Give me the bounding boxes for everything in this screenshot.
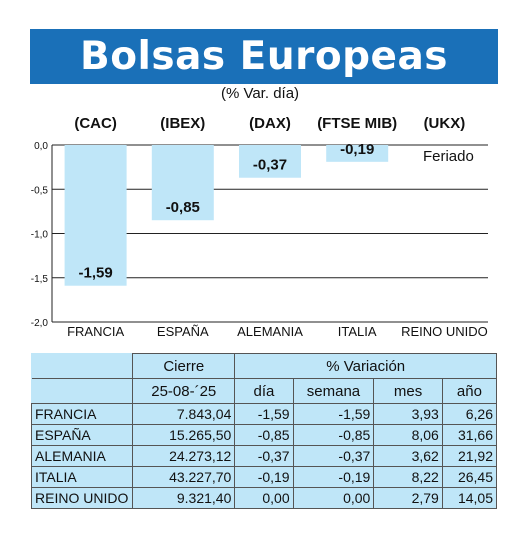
data-label: -0,37 [253, 157, 287, 174]
row-semana: -0,37 [292, 445, 375, 467]
y-tick-label: -1,0 [31, 230, 49, 241]
page-title: Bolsas Europeas [79, 34, 449, 79]
table-row: ESPAÑA 15.265,50 -0,85 -0,85 8,06 31,66 [30, 424, 498, 446]
x-tick-label: REINO UNIDO [401, 324, 488, 339]
header-mes: mes [373, 378, 443, 404]
row-semana: -0,19 [292, 466, 375, 488]
row-mes: 3,93 [373, 403, 443, 425]
row-country: ITALIA [30, 466, 134, 488]
x-tick-label: FRANCIA [67, 324, 124, 339]
header-semana: semana [292, 378, 375, 404]
row-cierre: 43.227,70 [132, 466, 236, 488]
bar-chart: 0,0 -0,5 -1,0 -1,5 -2,0 (CAC) FRANCIA -1,59 (IBE… [31, 115, 488, 339]
data-label: -1,59 [78, 265, 112, 282]
y-tick-label: -0,5 [31, 185, 49, 196]
table-row: FRANCIA 7.843,04 -1,59 -1,59 3,93 6,26 [30, 403, 498, 425]
table-subheader-row: 25-08-´25 día semana mes año [31, 378, 498, 404]
table-row: ALEMANIA 24.273,12 -0,37 -0,37 3,62 21,9… [30, 445, 498, 467]
y-tick-label: 0,0 [34, 141, 48, 152]
header-dia: día [234, 378, 294, 404]
data-table: Cierre % Variación 25-08-´25 día semana … [30, 353, 498, 509]
row-ano: 26,45 [441, 466, 498, 488]
row-ano: 31,66 [441, 424, 498, 446]
x-tick-label: ITALIA [338, 324, 377, 339]
row-cierre: 24.273,12 [132, 445, 236, 467]
row-cierre: 9.321,40 [132, 487, 236, 509]
data-label: -0,85 [166, 199, 200, 216]
y-tick-label: -1,5 [31, 274, 49, 285]
table-header-row: Cierre % Variación [31, 353, 497, 379]
row-cierre: 7.843,04 [132, 403, 236, 425]
y-tick-label: -2,0 [31, 318, 49, 329]
row-dia: -0,37 [234, 445, 294, 467]
x-tick-label: ESPAÑA [157, 324, 209, 339]
row-dia: 0,00 [234, 487, 294, 509]
bar [239, 145, 301, 178]
row-cierre: 15.265,50 [132, 424, 236, 446]
row-mes: 8,22 [373, 466, 443, 488]
row-ano: 21,92 [441, 445, 498, 467]
row-country: ESPAÑA [30, 424, 134, 446]
row-dia: -0,85 [234, 424, 294, 446]
table-row: REINO UNIDO 9.321,40 0,00 0,00 2,79 14,0… [30, 487, 498, 509]
x-tick-label: ALEMANIA [237, 324, 303, 339]
row-ano: 14,05 [441, 487, 498, 509]
header-date: 25-08-´25 [132, 378, 236, 404]
row-country: REINO UNIDO [30, 487, 134, 509]
row-mes: 3,62 [373, 445, 443, 467]
title-banner: Bolsas Europeas [30, 29, 498, 84]
index-label: (DAX) [249, 115, 291, 132]
table-row: ITALIA 43.227,70 -0,19 -0,19 8,22 26,45 [30, 466, 498, 488]
index-label: (IBEX) [160, 115, 205, 132]
row-semana: -0,85 [292, 424, 375, 446]
chart-subtitle: (% Var. día) [220, 85, 300, 102]
header-variacion: % Variación [234, 353, 497, 379]
bar [64, 145, 127, 286]
header-cierre: Cierre [132, 353, 236, 379]
data-label: Feriado [423, 148, 474, 165]
row-mes: 2,79 [373, 487, 443, 509]
index-label: (FTSE MIB) [317, 115, 397, 132]
row-mes: 8,06 [373, 424, 443, 446]
row-dia: -1,59 [234, 403, 294, 425]
bar [326, 145, 389, 162]
row-country: FRANCIA [30, 403, 134, 425]
index-label: (CAC) [74, 115, 117, 132]
header-ano: año [441, 378, 498, 404]
bar [151, 145, 214, 221]
table-corner-2 [31, 378, 134, 404]
data-label: -0,19 [340, 141, 374, 158]
row-ano: 6,26 [441, 403, 498, 425]
row-semana: -1,59 [292, 403, 375, 425]
index-label: (UKX) [424, 115, 466, 132]
row-semana: 0,00 [292, 487, 375, 509]
row-country: ALEMANIA [30, 445, 134, 467]
row-dia: -0,19 [234, 466, 294, 488]
table-corner [31, 353, 134, 379]
